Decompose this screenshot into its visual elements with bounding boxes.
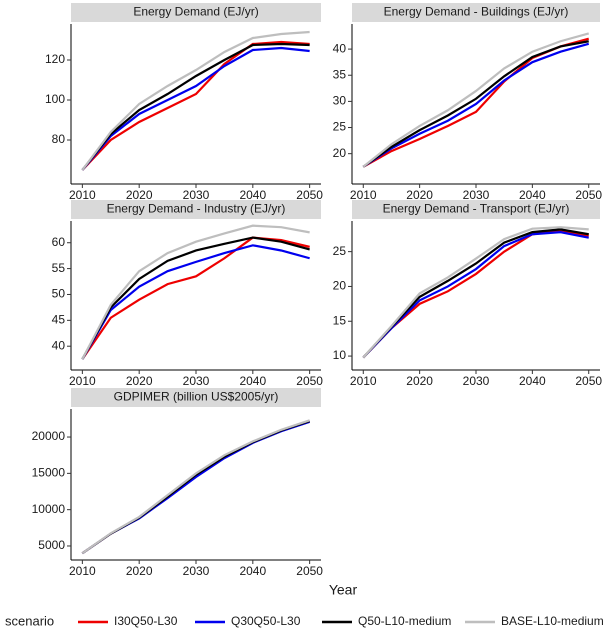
- y-tick-label: 20000: [32, 429, 66, 443]
- y-tick-label: 35: [333, 67, 347, 81]
- x-tick-label: 2010: [69, 564, 96, 578]
- y-tick-label: 30: [333, 94, 347, 108]
- series-line: [81, 419, 310, 555]
- x-tick-label: 2040: [519, 374, 546, 388]
- x-tick-label: 2050: [296, 564, 323, 578]
- x-tick-label: 2010: [69, 188, 96, 202]
- series-line: [81, 420, 310, 555]
- x-tick-label: 2010: [69, 374, 96, 388]
- x-tick-label: 2050: [296, 374, 323, 388]
- x-tick-label: 2040: [239, 374, 266, 388]
- x-tick-label: 2030: [183, 188, 210, 202]
- x-tick-label: 2010: [350, 374, 377, 388]
- y-tick-label: 100: [45, 92, 65, 106]
- x-tick-label: 2050: [575, 188, 602, 202]
- y-tick-label: 20: [333, 279, 347, 293]
- x-tick-label: 2020: [126, 564, 153, 578]
- series-line: [81, 420, 310, 555]
- y-tick-label: 25: [333, 120, 347, 134]
- y-tick-label: 15: [333, 313, 347, 327]
- y-tick-label: 55: [52, 261, 66, 275]
- strip: [71, 200, 321, 219]
- x-tick-label: 2050: [575, 374, 602, 388]
- strip: [352, 3, 600, 22]
- x-tick-label: 2030: [463, 374, 490, 388]
- x-axis-title: Year: [329, 582, 358, 598]
- x-tick-label: 2040: [239, 188, 266, 202]
- panel-title: Energy Demand - Industry (EJ/yr): [107, 202, 286, 216]
- y-tick-label: 40: [333, 41, 347, 55]
- legend-label: Q30Q50-L30: [231, 614, 301, 628]
- x-tick-label: 2030: [183, 374, 210, 388]
- x-tick-label: 2010: [350, 188, 377, 202]
- y-tick-label: 40: [52, 338, 66, 352]
- y-tick-label: 15000: [32, 466, 66, 480]
- y-tick-label: 20: [333, 146, 347, 160]
- panel-title: GDPIMER (billion US$2005/yr): [114, 390, 279, 404]
- series-line: [81, 46, 310, 171]
- panel-title: Energy Demand - Transport (EJ/yr): [383, 202, 570, 216]
- panel-title: Energy Demand (EJ/yr): [133, 5, 258, 19]
- x-tick-label: 2040: [519, 188, 546, 202]
- series-line: [81, 30, 310, 171]
- y-tick-label: 60: [52, 235, 66, 249]
- x-tick-label: 2020: [126, 374, 153, 388]
- y-tick-label: 45: [52, 313, 66, 327]
- x-tick-label: 2030: [463, 188, 490, 202]
- legend-label: Q50-L10-medium: [358, 614, 451, 628]
- series-line: [362, 226, 589, 359]
- y-tick-label: 80: [52, 132, 66, 146]
- series-line: [362, 228, 589, 359]
- legend-title: scenario: [5, 613, 54, 628]
- y-tick-label: 25: [333, 244, 347, 258]
- series-line: [362, 32, 590, 168]
- series-line: [81, 40, 310, 171]
- y-tick-label: 10: [333, 348, 347, 362]
- series-line: [81, 42, 310, 171]
- y-tick-label: 50: [52, 287, 66, 301]
- series-line: [362, 40, 589, 168]
- x-tick-label: 2050: [296, 188, 323, 202]
- series-line: [362, 42, 590, 168]
- y-tick-label: 120: [45, 52, 65, 66]
- x-tick-label: 2020: [406, 188, 433, 202]
- x-tick-label: 2030: [183, 564, 210, 578]
- series-line: [81, 244, 310, 360]
- y-tick-label: 5000: [38, 538, 65, 552]
- series-line: [81, 224, 310, 360]
- strip: [352, 200, 600, 219]
- series-line: [362, 229, 589, 359]
- x-tick-label: 2020: [126, 188, 153, 202]
- x-tick-label: 2020: [406, 374, 433, 388]
- series-line: [81, 420, 310, 555]
- panel-title: Energy Demand - Buildings (EJ/yr): [384, 5, 569, 19]
- y-tick-label: 10000: [32, 502, 66, 516]
- legend-label: BASE-L10-medium: [501, 614, 604, 628]
- series-line: [362, 231, 589, 359]
- series-line: [81, 236, 310, 360]
- x-tick-label: 2040: [239, 564, 266, 578]
- strip: [71, 388, 321, 407]
- legend-label: I30Q50-L30: [114, 614, 178, 628]
- strip: [71, 3, 321, 22]
